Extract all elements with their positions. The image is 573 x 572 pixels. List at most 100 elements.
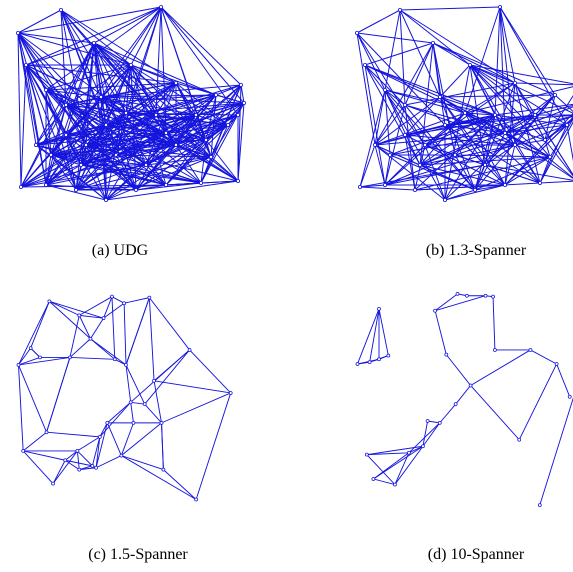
spanner-1-3-edge (399, 6, 501, 11)
spanner-1-5-edge (163, 469, 197, 500)
udg-node (33, 142, 38, 147)
spanner-1-3-edge (504, 156, 551, 186)
spanner-1-3-node (482, 162, 487, 167)
spanner-1-3-edge (474, 156, 551, 191)
spanner-1-3-edge (404, 104, 506, 134)
spanner-1-5-edge (153, 380, 231, 394)
spanner-1-3-edge (514, 139, 546, 146)
spanner-1-3-edge (389, 154, 476, 191)
udg-edge (93, 42, 217, 96)
spanner-1-3-edge (432, 42, 471, 66)
spanner-1-5-edge (125, 297, 150, 366)
udg-edge (65, 134, 137, 191)
udg-node (18, 184, 23, 189)
spanner-10-edge (373, 478, 396, 486)
spanner-1-3-edge (444, 184, 506, 201)
spanner-1-5-edge (161, 392, 231, 424)
spanner-1-5-edge (22, 450, 54, 484)
udg-node (64, 132, 69, 137)
udg-edge (165, 132, 239, 182)
spanner-1-5-edge (123, 303, 127, 365)
spanner-1-3-edge (444, 114, 573, 126)
udg-edge (65, 134, 167, 186)
spanner-1-3-edge (439, 64, 471, 98)
spanner-1-3-edge (404, 104, 516, 146)
spanner-1-3-node (492, 113, 497, 118)
spanner-1-3-node (403, 132, 408, 137)
udg-edge (20, 132, 167, 188)
udg-edge (105, 156, 212, 201)
spanner-10-edge (366, 445, 424, 456)
spanner-1-3-node (537, 180, 542, 185)
spanner-10-edge (434, 293, 458, 312)
spanner-1-3-edge (414, 114, 496, 191)
spanner-1-5-node (90, 463, 95, 468)
spanner-1-3-node (443, 123, 448, 128)
udg-edge (100, 96, 207, 141)
spanner-1-5-node (68, 355, 72, 360)
spanner-1-5-edge (69, 315, 80, 358)
udg-node (23, 63, 28, 68)
udg-edge (75, 156, 212, 191)
spanner-1-3-node (443, 197, 448, 202)
udg-node (79, 162, 84, 167)
spanner-1-3-edge (419, 164, 506, 186)
caption-10-spanner: (d) 10-Spanner (427, 546, 525, 563)
udg-node (92, 41, 97, 46)
spanner-10-edge (439, 403, 457, 424)
spanner-1-5-node (122, 301, 127, 306)
spanner-10-edge (539, 397, 573, 506)
spanner-1-3-edge (384, 144, 426, 186)
udg-edge (165, 132, 177, 146)
spanner-10-node (537, 503, 542, 507)
spanner-1-3-edge (359, 89, 386, 188)
spanner-1-3-edge (419, 164, 476, 191)
udg-edge (165, 124, 229, 186)
udg-edge (25, 64, 177, 84)
spanner-1-3-node (372, 142, 377, 147)
spanner-1-3-edge (504, 132, 573, 179)
spanner-1-3-edge (356, 32, 376, 146)
spanner-1-5-node (88, 336, 93, 341)
spanner-1-5-node (51, 481, 55, 486)
spanner-1-3-edge (414, 156, 551, 191)
spanner-1-3-edge (432, 42, 446, 126)
spanner-1-3-edge (474, 132, 506, 191)
udg-edge (65, 104, 167, 134)
spanner-1-5-edge (153, 380, 162, 423)
udg-edge (205, 139, 212, 158)
spanner-10-node (491, 294, 495, 299)
spanner-1-5-edge (103, 296, 113, 319)
udg-edge (237, 102, 245, 182)
spanner-1-3-edge (359, 164, 486, 188)
spanner-1-5-edge (95, 455, 122, 469)
spanner-10-edge (373, 445, 424, 480)
spanner-1-3-node (564, 123, 569, 128)
spanner-1-3-edge (374, 144, 386, 186)
spanner-1-3-edge (464, 6, 501, 114)
spanner-1-3-edge (439, 96, 476, 191)
spanner-1-3-node (413, 187, 418, 192)
spanner-1-3-node (453, 152, 458, 157)
udg-node (193, 113, 198, 118)
spanner-1-3-edge (504, 132, 551, 158)
udg-edge (20, 134, 67, 188)
spanner-1-5-edge (22, 431, 47, 452)
spanner-1-3-edge (389, 132, 506, 156)
udg-edge (45, 184, 107, 201)
spanner-1-3-edge (419, 144, 516, 166)
panel-1-3-spanner (345, 5, 573, 220)
spanner-1-3-edge (539, 156, 551, 184)
spanner-1-3-edge (514, 82, 546, 141)
spanner-1-5-edge (18, 364, 24, 451)
spanner-10-edge (366, 452, 409, 456)
udg-node (15, 30, 20, 35)
udg-edge (80, 114, 197, 166)
spanner-1-5-node (47, 299, 52, 304)
spanner-1-3-node (383, 182, 388, 187)
spanner-10-edge (530, 349, 557, 365)
udg-edge (20, 104, 67, 188)
udg-edge (100, 96, 157, 116)
spanner-1-5-edge (106, 401, 131, 424)
spanner-1-3-node (357, 184, 362, 189)
